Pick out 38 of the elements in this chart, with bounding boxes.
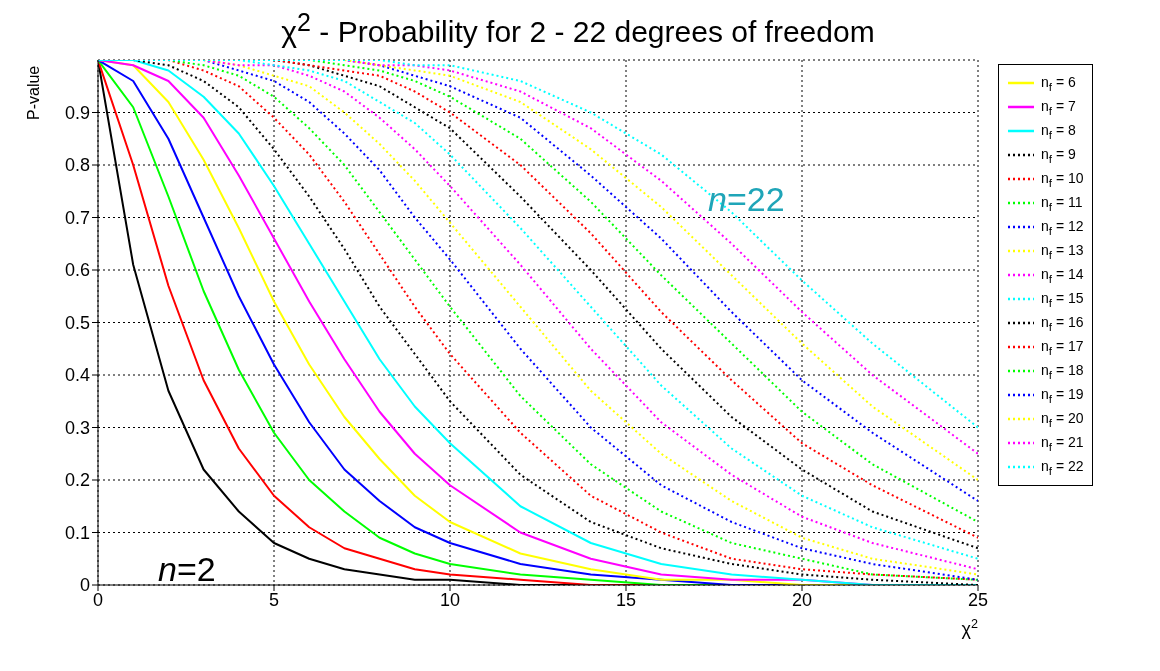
x-tick-label: 25 [967,589,989,610]
legend-label: n$_{f}$ = 22 [1041,457,1084,477]
y-tick-label: 0.3 [64,417,90,438]
legend-label: n$_{f}$ = 14 [1041,265,1084,285]
chart-title: χ$^{2}$ - Probability for 2 - 22 degrees of freedom [280,8,876,50]
legend-label: n$_{f}$ = 17 [1041,337,1084,357]
annotation: n=2 [158,550,216,589]
x-tick-label: 15 [615,589,637,610]
legend-label: n$_{f}$ = 19 [1041,385,1084,405]
legend-label: n$_{f}$ = 18 [1041,361,1084,381]
legend-label: n$_{f}$ = 10 [1041,169,1084,189]
annotation: n=22 [708,180,785,219]
legend-label: n$_{f}$ = 8 [1041,121,1076,141]
y-tick-label: 0.1 [64,522,90,543]
y-tick-label: 0.6 [64,260,90,281]
legend-label: n$_{f}$ = 9 [1041,145,1076,165]
y-tick-label: 0.2 [64,470,90,491]
x-axis-title: χ$^{2}$ [961,617,978,639]
y-tick-label: 0.8 [64,155,90,176]
legend-label: n$_{f}$ = 15 [1041,289,1084,309]
legend-label: n$_{f}$ = 11 [1041,193,1083,213]
legend-label: n$_{f}$ = 7 [1041,97,1076,117]
x-tick-label: 5 [268,589,280,610]
x-tick-label: 20 [791,589,813,610]
legend-label: n$_{f}$ = 16 [1041,313,1084,333]
y-tick-label: 0.5 [64,312,90,333]
y-tick-label: 0.7 [64,207,90,228]
x-tick-label: 10 [439,589,461,610]
y-tick-label: 0 [79,575,90,596]
legend-label: n$_{f}$ = 13 [1041,241,1084,261]
legend-label: n$_{f}$ = 20 [1041,409,1084,429]
x-tick-label: 0 [92,589,104,610]
y-tick-label: 0.4 [64,365,90,386]
legend-label: n$_{f}$ = 12 [1041,217,1084,237]
y-tick-label: 0.9 [64,102,90,123]
legend-label: n$_{f}$ = 21 [1041,433,1084,453]
legend-label: n$_{f}$ = 6 [1041,73,1076,93]
y-axis-title: P-value [25,65,43,120]
